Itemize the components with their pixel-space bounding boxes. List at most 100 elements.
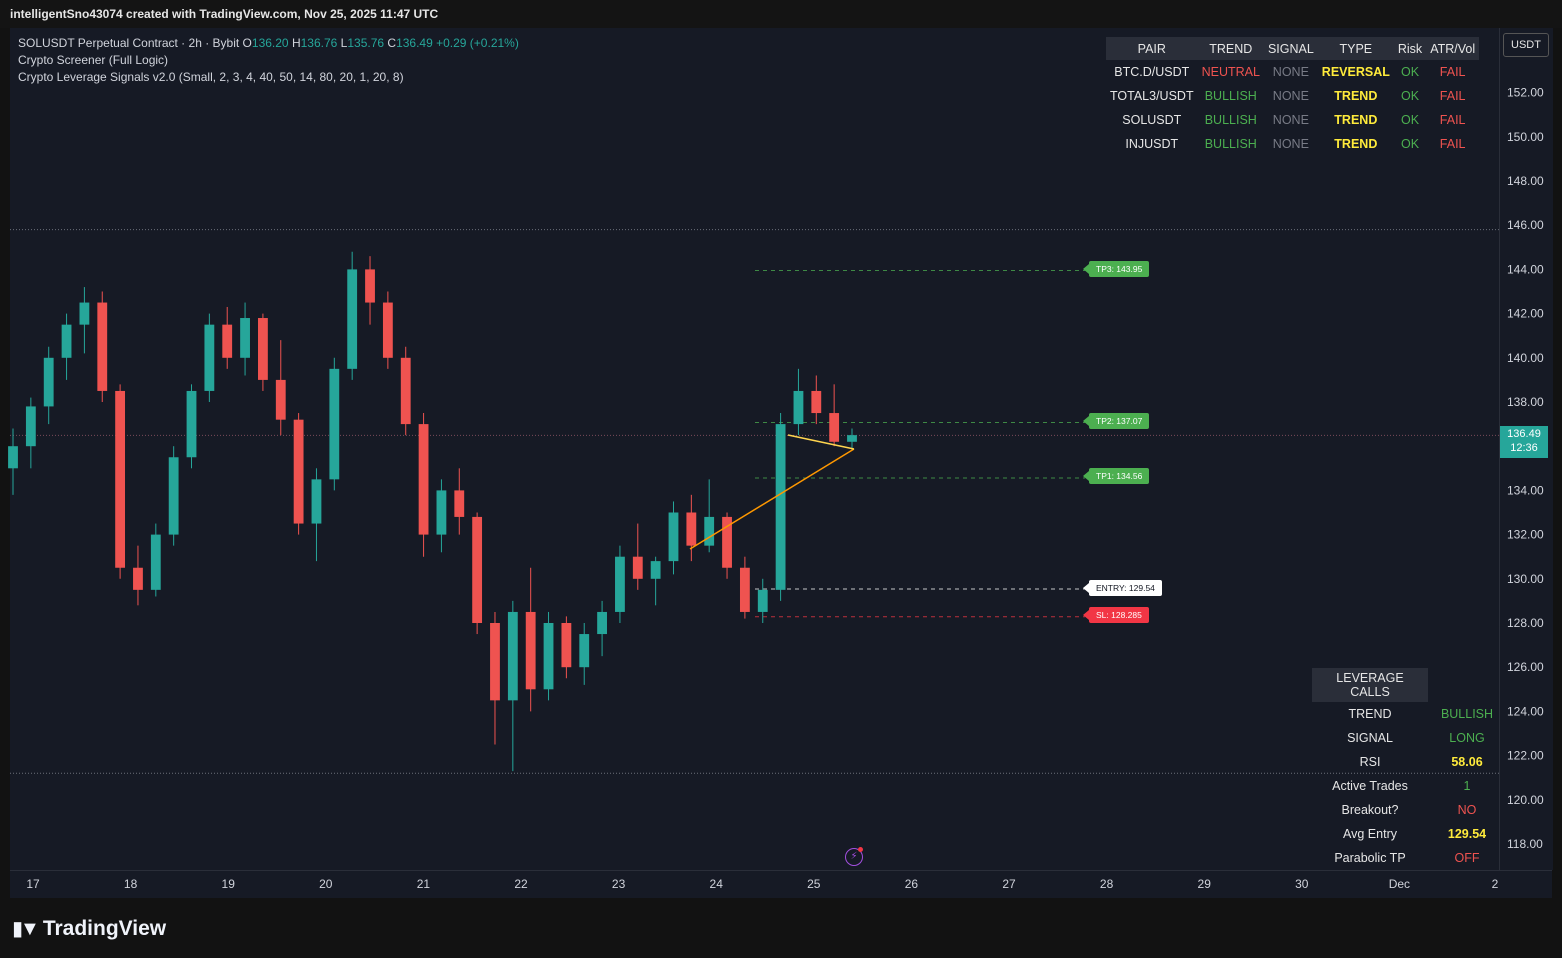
low-value: 135.76 (347, 36, 385, 50)
candle-body (829, 413, 840, 442)
cell-pair: INJUSDT (1125, 137, 1179, 151)
candle-body (704, 516, 715, 546)
leverage-header-row: LEVERAGE CALLS (1312, 668, 1506, 702)
y-tick-label: 140.00 (1507, 351, 1544, 365)
table-row: Breakout? NO (1312, 798, 1506, 822)
lev-label: Parabolic TP (1334, 851, 1406, 865)
y-tick-label: 138.00 (1507, 395, 1544, 409)
candle-body (150, 534, 161, 590)
notification-dot-icon (858, 847, 863, 852)
trend-line-upper (787, 434, 855, 450)
y-tick-label: 122.00 (1507, 749, 1544, 763)
cell-type: TREND (1334, 89, 1378, 103)
tp1-label[interactable]: TP1: 134.56 (1082, 468, 1150, 484)
leverage-calls-table: LEVERAGE CALLS TREND BULLISH SIGNAL LONG… (1312, 668, 1506, 870)
col-trend: TREND (1197, 37, 1264, 60)
candle-body (543, 623, 554, 690)
table-row: BTC.D/USDT NEUTRAL NONE REVERSAL OK FAIL (1106, 60, 1479, 84)
candle-body (793, 390, 804, 425)
lev-label: TREND (1348, 707, 1392, 721)
candle-body (775, 424, 786, 590)
lev-value: 58.06 (1451, 755, 1483, 769)
screener-header-row: PAIR TREND SIGNAL TYPE Risk ATR/Vol (1106, 37, 1480, 60)
cell-signal: NONE (1272, 65, 1309, 79)
candle-body (650, 561, 661, 579)
lev-label: RSI (1359, 755, 1381, 769)
candle-body (418, 424, 429, 535)
symbol-legend[interactable]: SOLUSDT Perpetual Contract · 2h · Bybit … (18, 35, 519, 52)
candle-body (204, 324, 215, 391)
lev-value: 129.54 (1447, 827, 1487, 841)
tradingview-logo: ▮▼ TradingView (12, 916, 166, 941)
x-tick-label: 23 (612, 877, 626, 891)
table-row: Avg Entry 129.54 (1312, 822, 1506, 846)
col-atr: ATR/Vol (1426, 37, 1480, 60)
cell-type: TREND (1334, 113, 1378, 127)
table-row: SOLUSDT BULLISH NONE TREND OK FAIL (1106, 108, 1479, 132)
y-tick-label: 152.00 (1507, 86, 1544, 100)
lev-label: Active Trades (1332, 779, 1408, 793)
x-tick-label: 27 (1002, 877, 1016, 891)
table-row: RSI 58.06 (1312, 750, 1506, 774)
candle-body (597, 611, 607, 635)
x-tick-label: 18 (124, 877, 138, 891)
x-tick-label: 30 (1295, 877, 1309, 891)
table-row: Parabolic TP OFF (1312, 846, 1506, 870)
cell-atr: FAIL (1439, 137, 1466, 151)
cell-signal: NONE (1272, 137, 1309, 151)
tp3-label[interactable]: TP3: 143.95 (1082, 261, 1150, 277)
screener-table: PAIR TREND SIGNAL TYPE Risk ATR/Vol BTC.… (1106, 37, 1480, 156)
entry-label[interactable]: ENTRY: 129.54 (1083, 580, 1162, 596)
col-pair: PAIR (1106, 37, 1198, 60)
cell-risk: OK (1401, 137, 1420, 151)
candle-body (347, 269, 358, 369)
candle-body (472, 516, 483, 623)
indicator-legend-leverage[interactable]: Crypto Leverage Signals v2.0 (Small, 2, … (18, 70, 404, 84)
cell-signal: NONE (1272, 89, 1309, 103)
chart-legend: SOLUSDT Perpetual Contract · 2h · Bybit … (18, 35, 519, 86)
table-row: TREND BULLISH (1312, 702, 1506, 726)
y-tick-label: 132.00 (1507, 528, 1544, 542)
bar-countdown: 12:36 (1510, 442, 1538, 454)
chart-area[interactable] (10, 28, 1499, 870)
candle-body (507, 611, 518, 701)
candle-body (258, 318, 268, 380)
cell-type: TREND (1334, 137, 1378, 151)
cell-trend: BULLISH (1204, 113, 1257, 127)
table-row: TOTAL3/USDT BULLISH NONE TREND OK FAIL (1106, 84, 1479, 108)
y-tick-label: 126.00 (1507, 660, 1544, 674)
header-title: intelligentSno43074 created with Trading… (10, 7, 439, 21)
candle-body (632, 556, 643, 579)
cell-pair: SOLUSDT (1122, 113, 1182, 127)
tradingview-logo-icon: ▮▼ (12, 918, 40, 940)
candle-body (43, 357, 54, 407)
current-price-label: 136.49 12:36 (1500, 426, 1548, 458)
cell-atr: FAIL (1439, 65, 1466, 79)
candle-body (79, 302, 90, 325)
candle-body (811, 390, 822, 414)
time-scale[interactable] (10, 870, 1552, 898)
cell-risk: OK (1401, 113, 1420, 127)
x-tick-label: Dec (1389, 877, 1410, 891)
sl-label[interactable]: SL: 128.285 (1083, 607, 1149, 623)
cell-risk: OK (1401, 65, 1420, 79)
candle-body (25, 406, 36, 447)
candle-body (847, 435, 857, 442)
footer (0, 898, 1562, 958)
cell-trend: BULLISH (1204, 137, 1257, 151)
candle-body (222, 324, 233, 358)
header-bar: intelligentSno43074 created with Trading… (0, 0, 1562, 28)
candle-body (382, 302, 393, 358)
table-row: INJUSDT BULLISH NONE TREND OK FAIL (1106, 132, 1479, 156)
indicator-legend-screener[interactable]: Crypto Screener (Full Logic) (18, 53, 169, 67)
tp2-label[interactable]: TP2: 137.07 (1082, 413, 1150, 429)
candle-body (8, 446, 18, 469)
cell-pair: BTC.D/USDT (1114, 65, 1190, 79)
cell-trend: NEUTRAL (1201, 65, 1260, 79)
lightning-icon[interactable]: ⚡ (845, 848, 863, 866)
candle-body (668, 512, 679, 562)
cell-trend: BULLISH (1204, 89, 1257, 103)
currency-button[interactable]: USDT (1503, 33, 1549, 57)
cell-atr: FAIL (1439, 89, 1466, 103)
